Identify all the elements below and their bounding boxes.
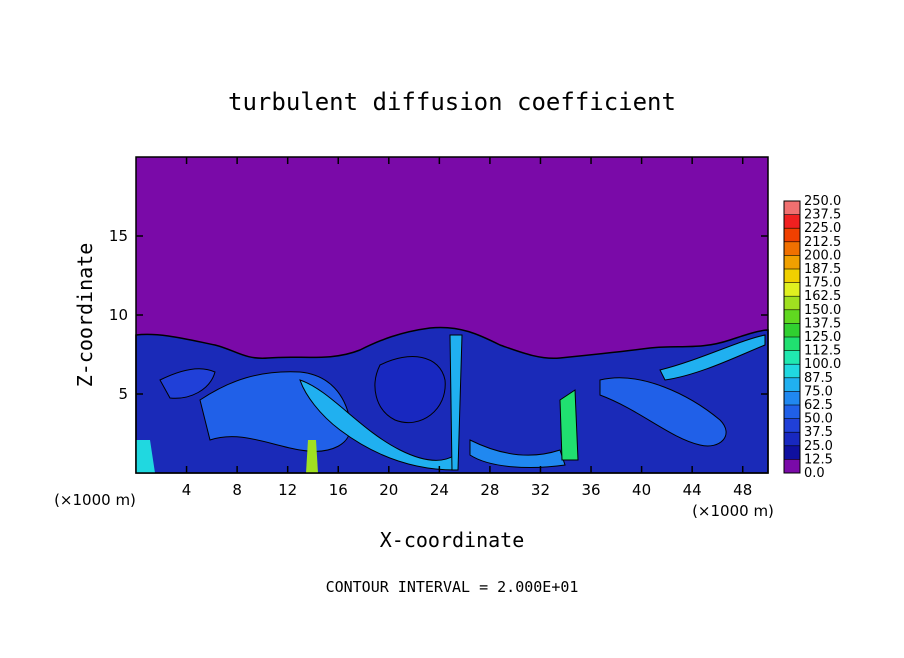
colorbar-swatch (784, 269, 800, 283)
x-tick-label: 4 (182, 481, 192, 499)
y-axis-label: Z-coordinate (73, 243, 97, 388)
colorbar-swatch (784, 432, 800, 446)
x-tick-label: 12 (278, 481, 297, 499)
colorbar-label: 100.0 (804, 357, 841, 372)
colorbar-swatch (784, 459, 800, 473)
chart-title: turbulent diffusion coefficient (228, 88, 676, 116)
y-tick-label: 10 (109, 306, 128, 324)
colorbar-swatch (784, 241, 800, 256)
x-tick-label: 8 (232, 481, 242, 499)
field-region (559, 389, 579, 461)
colorbar-swatch (784, 228, 800, 242)
field-region (659, 334, 766, 381)
footer-note: CONTOUR INTERVAL = 2.000E+01 (326, 578, 579, 596)
field-region (374, 356, 446, 424)
field-region (136, 440, 155, 473)
colorbar-swatch (784, 214, 800, 229)
field-region (449, 334, 463, 471)
colorbar-swatch (784, 377, 800, 392)
field-region (159, 368, 216, 399)
colorbar-label: 50.0 (804, 412, 833, 427)
colorbar-label: 187.5 (804, 262, 841, 277)
x-tick-label: 24 (430, 481, 449, 499)
colorbar-swatch (784, 445, 800, 460)
colorbar-label: 250.0 (804, 194, 841, 209)
x-axis-label: X-coordinate (380, 528, 525, 552)
colorbar-swatch (784, 282, 800, 297)
colorbar-label: 25.0 (804, 439, 833, 454)
colorbar-label: 150.0 (804, 303, 841, 318)
colorbar-label: 212.5 (804, 235, 841, 250)
colorbar-swatch (784, 309, 800, 324)
colorbar-swatch (784, 364, 800, 378)
colorbar-label: 225.0 (804, 221, 841, 236)
colorbar-label: 75.0 (804, 384, 833, 399)
colorbar-swatch (784, 350, 800, 365)
field (135, 157, 769, 474)
colorbar-swatch (784, 337, 800, 351)
field-region (469, 439, 566, 469)
colorbar-swatch (784, 201, 800, 215)
colorbar-swatch (784, 323, 800, 337)
x-unit: (×1000 m) (692, 502, 774, 520)
x-tick-label: 36 (581, 481, 600, 499)
x-tick-label: 48 (733, 481, 752, 499)
colorbar-swatch (784, 255, 800, 269)
x-tick-label: 32 (531, 481, 550, 499)
field-region (306, 440, 318, 473)
x-tick-label: 44 (683, 481, 702, 499)
colorbar-swatch (784, 418, 800, 433)
colorbar-label: 175.0 (804, 276, 841, 291)
colorbar-label: 12.5 (804, 452, 833, 467)
colorbar-label: 125.0 (804, 330, 841, 345)
colorbar-label: 62.5 (804, 398, 833, 413)
field-region (599, 377, 727, 447)
colorbar-label: 87.5 (804, 371, 833, 386)
y-tick-label: 15 (109, 227, 128, 245)
colorbar-label: 137.5 (804, 316, 841, 331)
y-tick-label: 5 (118, 385, 128, 403)
x-tick-label: 20 (379, 481, 398, 499)
y-unit: (×1000 m) (54, 491, 136, 509)
colorbar-swatch (784, 405, 800, 419)
colorbar-label: 162.5 (804, 289, 841, 304)
colorbar-label: 112.5 (804, 344, 841, 359)
colorbar-swatch (784, 296, 800, 310)
colorbar-label: 200.0 (804, 248, 841, 263)
colorbar-label: 0.0 (804, 466, 825, 481)
x-tick-label: 28 (480, 481, 499, 499)
colorbar-swatch (784, 391, 800, 405)
x-tick-label: 16 (329, 481, 348, 499)
colorbar-label: 37.5 (804, 425, 833, 440)
colorbar-label: 237.5 (804, 208, 841, 223)
x-tick-label: 40 (632, 481, 651, 499)
